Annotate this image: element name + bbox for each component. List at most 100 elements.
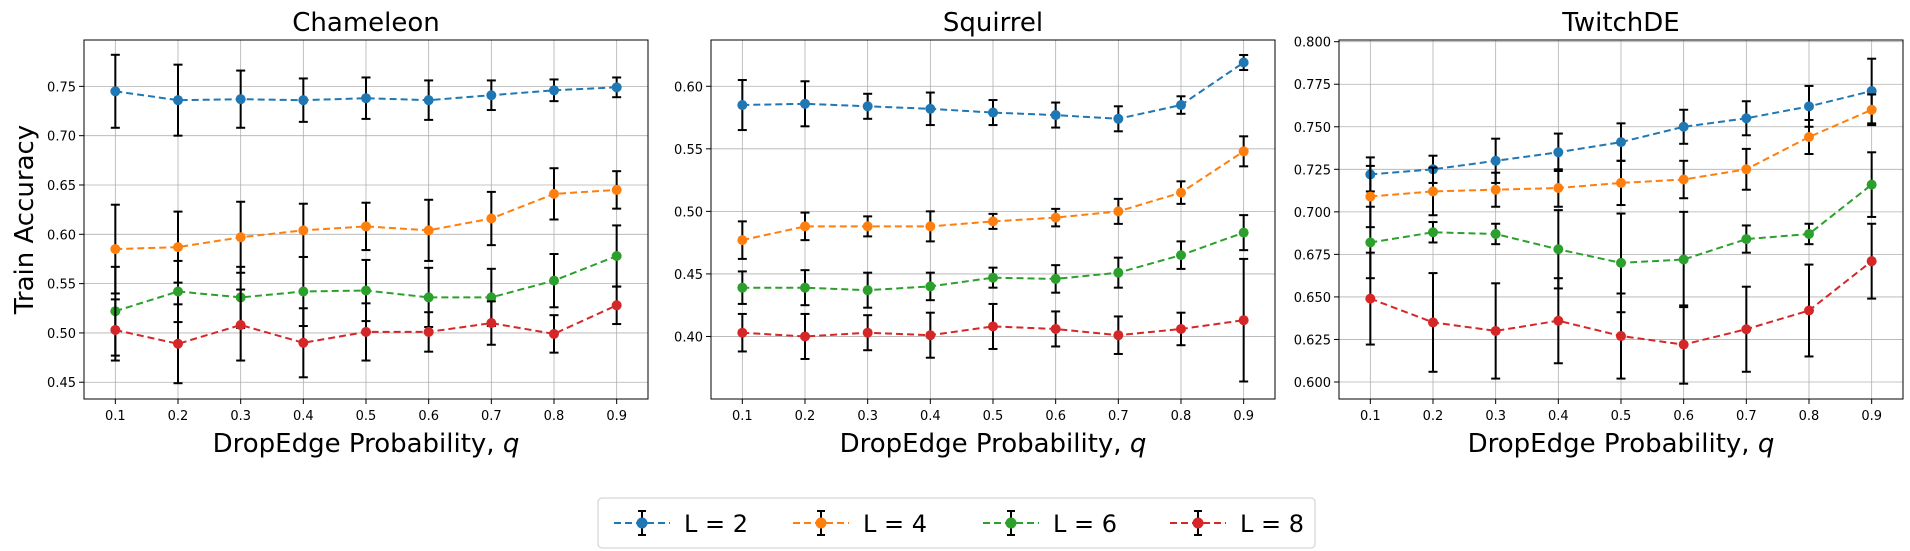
series-line [742, 150, 1245, 242]
data-point [925, 330, 936, 341]
legend-entry-4: L = 8 [1170, 510, 1304, 538]
data-point [1490, 228, 1501, 239]
series-line [742, 61, 1245, 120]
x-tick-label: 0.9 [1861, 409, 1882, 424]
data-point [925, 281, 936, 292]
data-point [235, 94, 246, 105]
data-point [1553, 147, 1564, 158]
y-tick-label: 0.725 [1294, 163, 1331, 178]
legend-label: L = 8 [1240, 510, 1304, 538]
data-point [1113, 113, 1124, 124]
x-axis-label: DropEdge Probability, q [840, 429, 1147, 459]
legend-label: L = 4 [863, 510, 927, 538]
data-point [1176, 187, 1186, 198]
data-point [611, 250, 622, 261]
y-tick-label: 0.60 [47, 228, 76, 243]
data-point [925, 221, 936, 232]
x-tick-label: 0.6 [418, 409, 439, 424]
data-point [988, 272, 998, 283]
data-point [549, 188, 559, 199]
y-tick-label: 0.45 [674, 268, 703, 283]
x-tick-label: 0.1 [732, 409, 753, 424]
x-tick-label: 0.5 [356, 409, 377, 424]
data-point [611, 82, 622, 93]
data-point [737, 282, 748, 293]
data-point [1050, 110, 1061, 121]
data-point [862, 221, 873, 232]
data-point [1050, 323, 1061, 334]
data-point [549, 275, 559, 286]
x-tick-label: 0.5 [1611, 409, 1632, 424]
panel-squirrel: 0.1 0.2 0.3 0.4 0.5 0.6 0.7 0.8 0.9 0.40 0.45 0.50 0… [674, 8, 1276, 459]
data-point [737, 327, 748, 338]
data-point [1050, 273, 1061, 284]
y-tick-label: 0.800 [1294, 36, 1331, 51]
plot-frame [1338, 39, 1904, 400]
x-tick-label: 0.7 [1736, 409, 1757, 424]
y-tick-label: 0.50 [47, 327, 76, 342]
data-point [1490, 184, 1501, 195]
chart-title: Squirrel [943, 8, 1043, 38]
data-point [549, 328, 559, 339]
legend-entry-3: L = 6 [983, 510, 1117, 538]
series-line [742, 319, 1244, 338]
data-point [1553, 244, 1564, 255]
series-1-squirrel [737, 54, 1249, 133]
y-tick-label: 0.600 [1294, 376, 1331, 391]
data-point [1490, 325, 1501, 336]
x-tick-label: 0.7 [481, 409, 502, 424]
data-point [1804, 101, 1814, 112]
legend-entry-1: L = 2 [614, 510, 748, 538]
data-point [988, 107, 998, 118]
legend-frame [597, 497, 1316, 549]
x-tick-label: 0.6 [1045, 409, 1066, 424]
data-point [361, 285, 371, 296]
data-point [1804, 228, 1814, 239]
x-tick-label: 0.8 [1171, 409, 1192, 424]
series-2-twitchde [1365, 93, 1877, 229]
data-point [486, 318, 497, 329]
data-point [361, 93, 371, 104]
data-point [1553, 183, 1564, 194]
data-point [486, 292, 497, 303]
data-point [1238, 146, 1249, 157]
data-point [862, 285, 873, 296]
data-point [1365, 191, 1376, 202]
series-3-squirrel [737, 214, 1249, 309]
data-point [1866, 104, 1877, 115]
data-point [1678, 254, 1689, 265]
legend-marker [1192, 517, 1204, 529]
data-point [173, 338, 183, 349]
legend-marker [815, 517, 827, 529]
data-point [1238, 315, 1249, 326]
data-point [1678, 339, 1689, 350]
data-point [235, 320, 246, 331]
x-tick-label: 0.3 [230, 409, 251, 424]
y-tick-label: 0.675 [1294, 248, 1331, 263]
x-axis-label: DropEdge Probability, q [213, 429, 520, 459]
data-point [298, 286, 309, 297]
legend-label: L = 6 [1053, 510, 1117, 538]
data-point [737, 100, 748, 111]
series-line [115, 188, 617, 251]
y-tick-label: 0.75 [47, 80, 76, 95]
series-line [1370, 90, 1872, 176]
x-tick-label: 0.6 [1673, 409, 1694, 424]
data-point [549, 85, 559, 96]
data-point [298, 225, 309, 236]
x-tick-label: 0.7 [1108, 409, 1129, 424]
x-tick-label: 0.4 [293, 409, 314, 424]
data-point [1113, 330, 1124, 341]
data-point [298, 337, 309, 348]
panel-chameleon: 0.1 0.2 0.3 0.4 0.5 0.6 0.7 0.8 0.9 0.45 0.50 0.55 0… [10, 8, 649, 459]
y-axis-label: Train Accuracy [10, 125, 40, 315]
series-line [742, 231, 1245, 292]
data-point [486, 213, 497, 224]
data-point [173, 95, 183, 106]
data-point [361, 221, 371, 232]
data-point [110, 244, 121, 255]
data-point [1553, 315, 1564, 326]
y-tick-label: 0.65 [47, 179, 76, 194]
data-point [1176, 323, 1186, 334]
